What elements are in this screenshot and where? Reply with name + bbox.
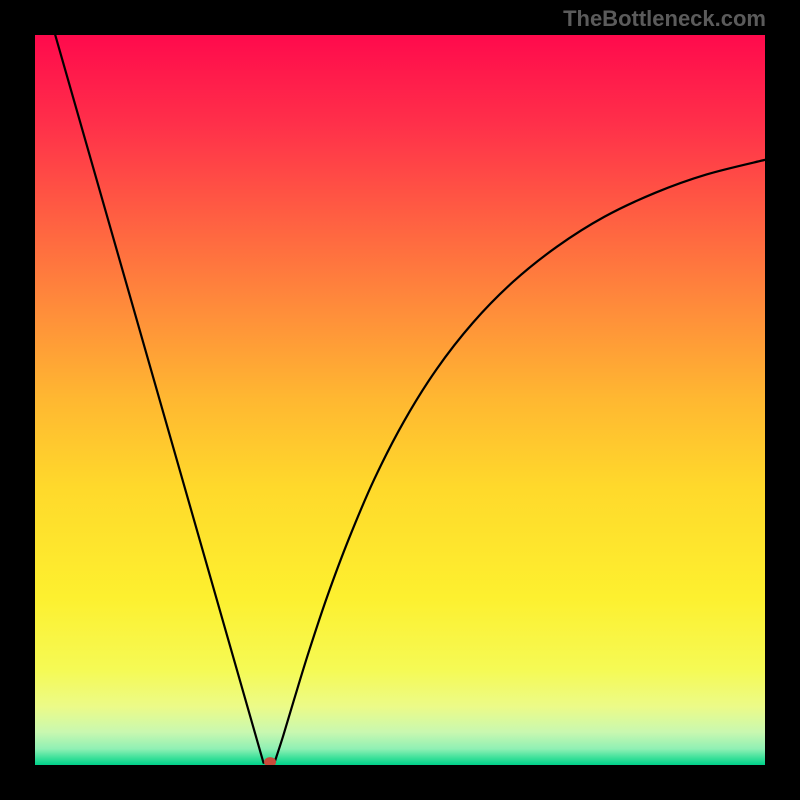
chart-root: TheBottleneck.com xyxy=(0,0,800,800)
plot-area xyxy=(35,35,765,765)
curve-left-branch xyxy=(51,35,263,763)
curve-layer xyxy=(35,35,765,765)
watermark-text: TheBottleneck.com xyxy=(563,6,766,32)
curve-right-branch xyxy=(274,160,765,763)
minimum-marker xyxy=(264,757,276,765)
